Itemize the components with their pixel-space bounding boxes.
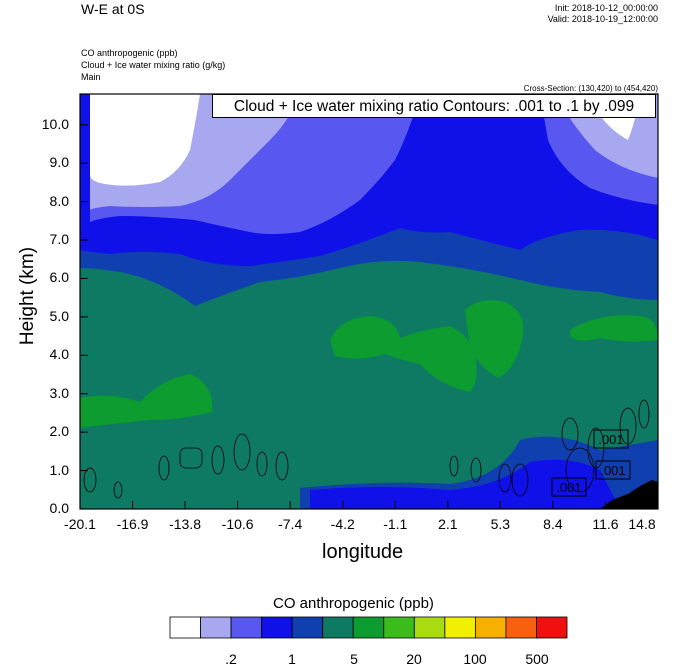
y-tick-label: 4.0 [49,346,69,363]
y-tick-label: 9.0 [49,154,69,171]
colorbar-swatch [444,616,476,639]
y-tick-label: 7.0 [49,231,69,248]
y-tick-label: 3.0 [49,384,69,401]
x-tick-label: -1.1 [383,516,408,532]
contour-label-box [593,429,629,449]
x-tick-label: -7.4 [278,516,303,532]
y-tick-label: 1.0 [49,461,69,478]
x-axis-label: longitude [322,541,404,563]
x-tick-label: -10.6 [221,516,254,532]
colorbar-label: 500 [525,651,549,667]
colorbar-swatch [169,616,201,639]
y-tick-label: 0.0 [49,500,69,516]
x-tick-label: 2.1 [438,516,458,532]
x-tick-label: 8.4 [543,516,563,532]
field-cloud-label: Cloud + Ice water mixing ratio (g/kg) [81,60,226,70]
contour-label: .001 [600,463,625,478]
colorbar-swatch [291,616,324,639]
contour-label: .001 [598,432,623,447]
cross-section-label: Cross-Section: (130,420) to (454,420) [523,84,658,93]
field-green-left [80,374,213,428]
x-tick-label: 14.8 [628,516,656,532]
x-tick-label: -20.1 [64,516,96,532]
colorbar-title: CO anthropogenic (ppb) [273,595,434,612]
field-white-left [90,94,200,186]
contour-label: .001 [556,480,581,495]
y-tick-label: 10.0 [41,115,69,132]
y-tick-label: 2.0 [49,423,69,440]
colorbar-swatch [474,616,507,639]
contour-label-boxes: .001 .001 .001 [551,429,631,497]
colorbar-swatch [505,616,537,639]
plot-title: W-E at 0S [81,1,145,17]
y-tick-label: 6.0 [49,269,69,286]
colorbar-swatch [413,616,446,639]
init-time: Init: 2018-10-12_00:00:00 [554,3,658,13]
contour-label-box [551,477,587,497]
field-green-far [570,315,658,342]
y-tick-marks [80,124,88,510]
colorbar-label: 1 [288,651,296,667]
colorbar-swatch [261,616,293,639]
colorbar-label: 20 [406,651,422,667]
x-tick-label: -16.9 [116,516,149,532]
colorbar-swatch [322,616,354,639]
y-axis-label: Height (km) [17,246,38,346]
y-tick-label: 8.0 [49,192,69,209]
x-tick-marks [79,501,659,509]
colorbar-swatch [230,616,263,639]
colorbar-swatch [383,616,415,639]
y-tick-label: 5.0 [49,307,69,324]
colorbar-swatch [200,616,232,639]
terrain [600,480,658,509]
x-tick-label: 11.6 [592,516,619,532]
x-tick-label: 5.3 [490,516,511,532]
contour-label-box [595,460,631,480]
contour-info-box: Cloud + Ice water mixing ratio Contours:… [212,94,656,118]
colorbar-swatch [536,616,568,639]
field-green-mid [330,316,477,392]
field-main-label: Main [81,72,101,82]
colorbar-label: .2 [225,651,237,667]
colorbar [169,616,568,639]
colorbar-swatch [352,616,385,639]
valid-time: Valid: 2018-10-19_12:00:00 [547,14,658,24]
x-tick-label: -4.2 [330,516,355,532]
colorbar-label: 5 [350,651,358,667]
heatmap-field [80,94,658,509]
field-co-label: CO anthropogenic (ppb) [81,48,178,58]
x-tick-label: -13.8 [169,516,202,532]
field-green-right [465,300,524,378]
colorbar-label: 100 [463,651,487,667]
field-lower-bright-blue [310,459,620,509]
